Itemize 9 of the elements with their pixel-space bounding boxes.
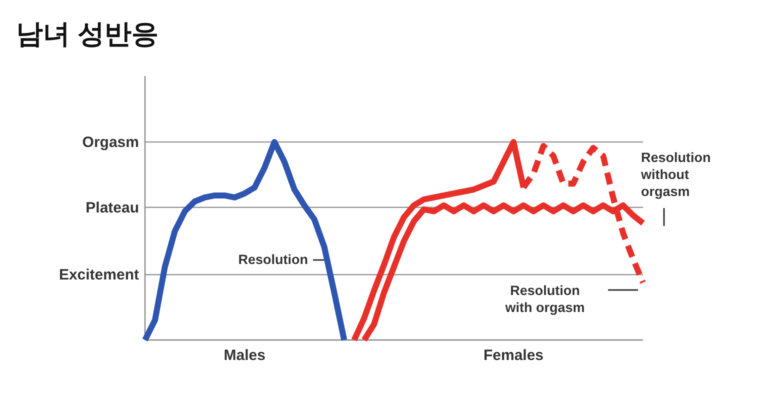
annotation: Resolution with orgasm	[504, 283, 585, 315]
annotation: Resolution without orgasm	[640, 150, 711, 199]
ref-line-label: Plateau	[86, 199, 139, 216]
x-tick-label: Females	[483, 347, 544, 364]
chart-title: 남녀 성반응	[16, 19, 159, 49]
annotation: Resolution	[238, 252, 308, 267]
ref-line-label: Orgasm	[82, 134, 139, 151]
ref-line-label: Excitement	[58, 266, 139, 284]
x-tick-label: Males	[224, 347, 266, 364]
